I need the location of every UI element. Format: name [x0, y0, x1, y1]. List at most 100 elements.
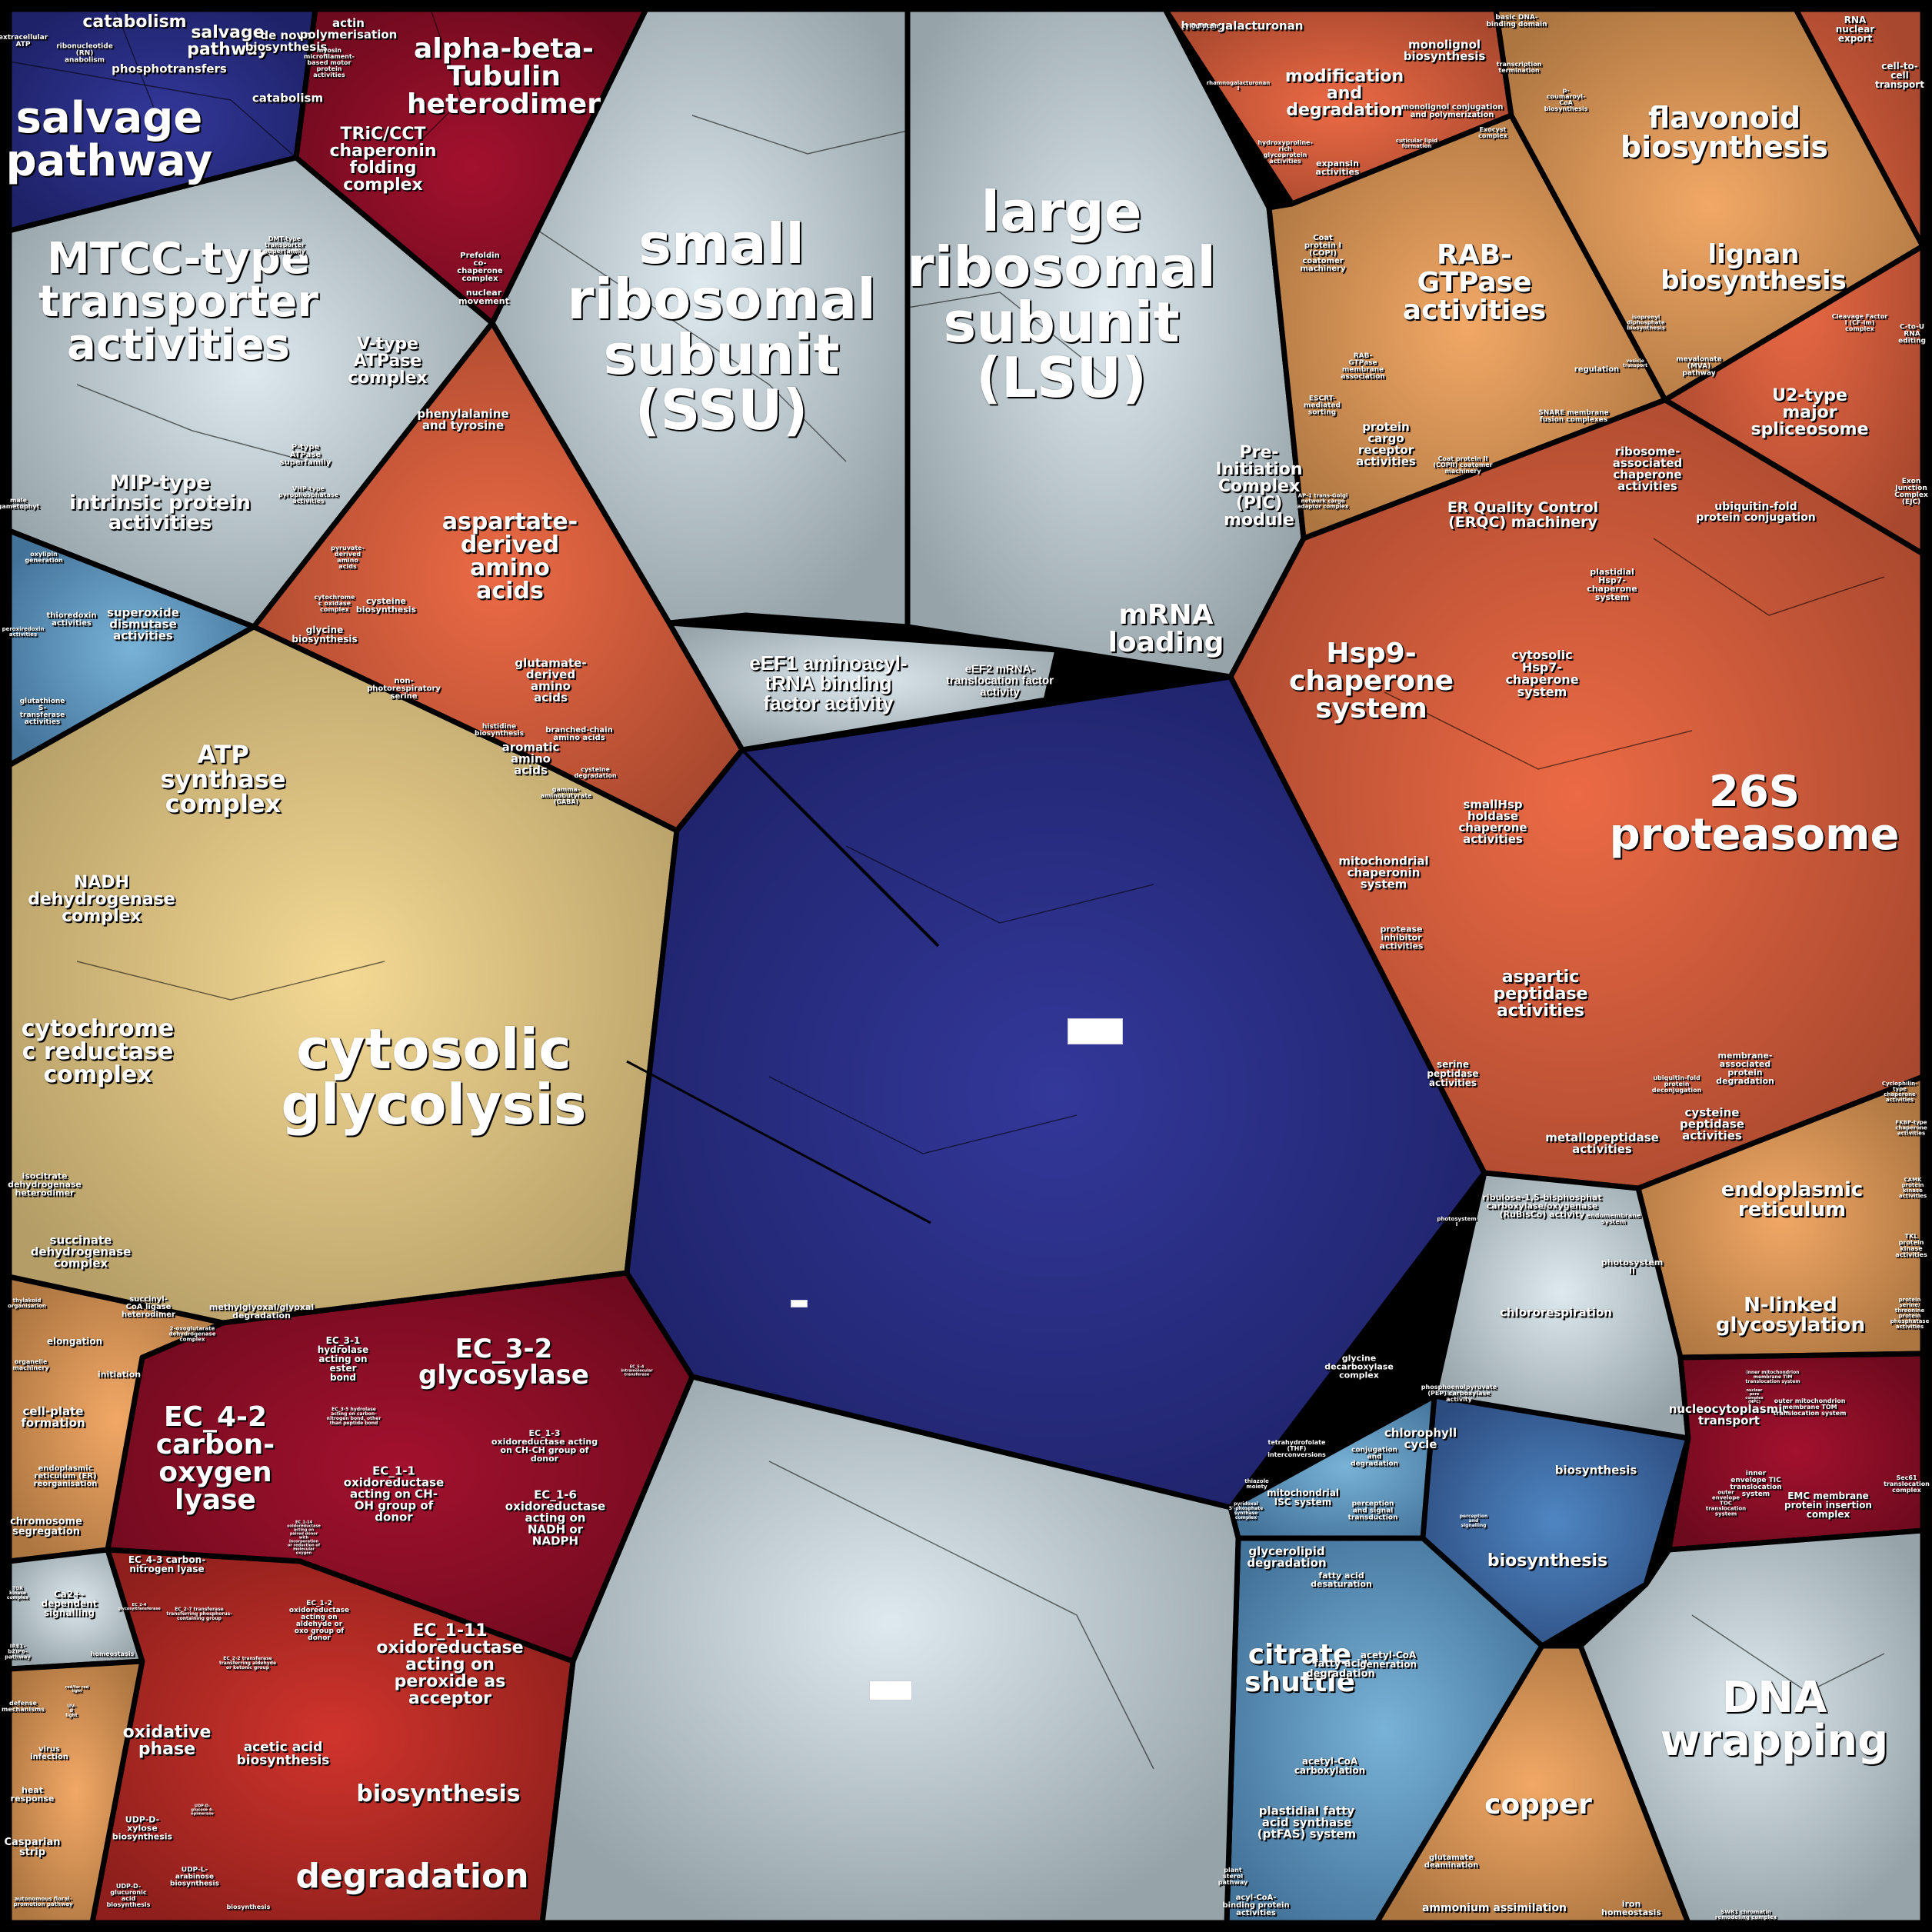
label-perception-signal: perception and signal transduction	[1347, 1500, 1398, 1522]
label-glycine-decarboxylase: glycine decarboxylase complex	[1324, 1353, 1394, 1381]
label-ub-deconjugation: ubiquitin-fold protein deconjugation	[1651, 1074, 1702, 1094]
label-biosynthesis-blue-big: biosynthesis	[1487, 1551, 1608, 1571]
label-ssu: small ribosomal subunit (SSU)	[567, 212, 876, 442]
label-histidine-biosynthesis: histidine biosynthesis	[475, 723, 524, 738]
label-cyclophilin: Cyclophilin-type chaperone activities	[1881, 1081, 1918, 1103]
label-nadh-dehydrogenase: NADH dehydrogenase complex	[28, 873, 175, 926]
label-thioredoxin: thioredoxin activities	[46, 611, 97, 628]
label-prefoldin: Prefoldin co- chaperone complex	[457, 251, 503, 283]
label-homogalacturonan: homogalacturonan	[1181, 18, 1304, 33]
label-ec-1-6: EC_1-6 oxidoreductase acting on NADH or …	[505, 1487, 606, 1548]
placeholder-label-not-assigned	[1068, 1018, 1123, 1044]
label-biosynthesis-red: biosynthesis	[356, 1780, 521, 1807]
region-phytohormone-action[interactable]	[1420, 1393, 1691, 1649]
label-ap1-complex: AP-1 trans-Golgi network cargo adaptor c…	[1297, 492, 1349, 510]
label-aromatic-amino-acids: aromatic amino acids	[501, 740, 560, 778]
label-rna-nuclear-export: RNA nuclear export	[1835, 15, 1875, 44]
label-isocitrate-dehydrogenase: isocitrate dehydrogenase heterodimer	[8, 1171, 82, 1198]
label-superoxide-dismutase: superoxide dismutase activities	[107, 605, 179, 643]
label-ec-1-14: EC_1-14 oxidoreductase acting on paired …	[287, 1520, 321, 1556]
label-escrt: ESCRT- mediated sorting	[1304, 395, 1341, 417]
label-pyridoxal: pyridoxal 5'-phosphate synthase complex	[1228, 1501, 1264, 1521]
label-casparian-strip: Casparian strip	[4, 1837, 61, 1858]
label-rab-gtpase: RAB- GTPase activities	[1402, 239, 1547, 326]
label-cytosolic-glycolysis: cytosolic glycolysis	[281, 1017, 587, 1137]
label-cysteine-biosynthesis: cysteine biosynthesis	[355, 596, 417, 615]
label-oxoglutarate: 2-oxoglutarate dehydrogenase complex	[168, 1325, 216, 1343]
label-tom: outer mitochondrion membrane TOM translo…	[1773, 1397, 1847, 1417]
label-cell-to-cell-transport: cell-to- cell transport	[1875, 61, 1924, 90]
label-acetic-acid-biosynthesis: acetic acid biosynthesis	[236, 1740, 330, 1768]
label-tor-kinase: TOR kinase complex	[6, 1586, 29, 1601]
label-vhp-pyrophosphatase: VHP-type pyrophosphatase activities	[278, 485, 339, 505]
label-26s-proteasome: 26S proteasome	[1609, 767, 1900, 860]
label-chlorophyll-cycle: chlorophyll cycle	[1384, 1426, 1457, 1451]
label-udp-glucuronic: UDP-D- glucuronic acid biosynthesis	[106, 1883, 151, 1908]
label-acetyl-coa-generation: acetyl-CoA generation	[1359, 1650, 1417, 1670]
label-exocyst: Exocyst complex	[1478, 126, 1507, 139]
label-cysteine-degradation: cysteine degradation	[574, 766, 617, 779]
label-mito-chaperonin: mitochondrial chaperonin system	[1338, 854, 1429, 891]
label-myosin: myosin microfilament- based motor protei…	[304, 47, 355, 78]
label-cytochrome-c-reductase: cytochrome c reductase complex	[21, 1015, 175, 1088]
label-rab-membrane: RAB- GTPase membrane association	[1341, 352, 1385, 381]
label-eef1: eEF1 aminoacyl- tRNA binding factor acti…	[749, 651, 908, 715]
label-male-gametophyte: male gametophyt	[0, 497, 40, 510]
region-carbohydrate-metabolism[interactable]	[89, 1547, 576, 1926]
label-vesicle-transport: vesicle transport	[1623, 358, 1647, 368]
label-v-type-atpase: V-type ATPase complex	[348, 335, 428, 388]
label-monolignol-biosynthesis: monolignol biosynthesis	[1403, 38, 1486, 63]
label-ec-3-1: EC_3-1 hydrolase acting on ester bond	[317, 1335, 369, 1383]
label-fatty-acid-desaturation: fatty acid desaturation	[1311, 1571, 1372, 1589]
label-c-to-u-editing: C-to-U RNA editing	[1898, 323, 1926, 345]
label-fkbp: FKBP-type chaperone activities	[1895, 1119, 1927, 1137]
label-emc-complex: EMC membrane protein insertion complex	[1784, 1491, 1872, 1520]
label-npc: nuclear pore complex (NPC)	[1745, 1388, 1764, 1404]
label-coumaroyl-coa: p- coumaroyl- CoA biosynthesis	[1544, 87, 1588, 112]
label-pyruvate-derived: pyruvate- derived amino acids	[331, 545, 365, 570]
label-copi: Coat protein I (COPI) coatomer machinery	[1300, 234, 1346, 273]
label-glutamate-derived: glutamate- derived amino acids	[515, 656, 587, 705]
label-degradation-red: degradation	[295, 1857, 529, 1896]
label-cuticular-lipid: cuticular lipid formation	[1395, 138, 1438, 149]
label-aspartate-derived: aspartate- derived amino acids	[441, 508, 578, 605]
label-salvage-pathway-small: salvage pathway	[187, 23, 268, 59]
label-oxidative-phase: oxidative phase	[122, 1723, 212, 1759]
label-copii: Coat protein II (COPII) coatomer machine…	[1433, 455, 1493, 475]
label-ire1-pathway: IRE1- bZIP6- pathway	[5, 1643, 31, 1661]
label-camk: CAMK protein kinase activities	[1898, 1177, 1927, 1199]
label-ca2-signalling: Ca2+- dependent signalling	[41, 1589, 98, 1618]
label-ec-1-1: EC_1-1 oxidoreductase acting on CH- OH g…	[343, 1464, 445, 1524]
label-endomembrane-system: endomembrane system	[1586, 1212, 1641, 1225]
label-ec-4-2: EC_4-2 carbon- oxygen lyase	[155, 1401, 275, 1516]
label-cleavage-factor: Cleavage Factor I (CF-Im) complex	[1831, 313, 1888, 332]
label-salvage-pathway: salvage pathway	[5, 93, 213, 186]
region-chromatin-organisation[interactable]	[1577, 1527, 1926, 1926]
label-nuclear-movement: nuclear movement	[458, 288, 509, 306]
label-organelle-machinery: organelle machinery	[12, 1358, 49, 1371]
label-cytosolic-hsp7: cytosolic Hsp7- chaperone system	[1505, 648, 1579, 699]
label-thiazole: thiazole moiety	[1244, 1478, 1269, 1490]
label-thf: tetrahydrofolate (THF) interconversions	[1267, 1439, 1326, 1458]
label-metallopeptidase: metallopeptidase activities	[1545, 1131, 1659, 1156]
label-endoplasmic-reticulum: endoplasmic reticulum	[1720, 1178, 1864, 1221]
label-initiation: initiation	[97, 1369, 142, 1380]
label-protein-phosphatase: protein serine/ threonine protein phosph…	[1890, 1297, 1930, 1330]
label-chromosome-segregation: chromosome segregation	[10, 1516, 82, 1537]
label-erqc: ER Quality Control (ERQC) machinery	[1447, 499, 1599, 531]
label-heat-response: heat response	[10, 1785, 55, 1804]
label-acyl-coa-binding: acyl-CoA- binding protein activities	[1222, 1894, 1290, 1917]
label-cell-plate-formation: cell-plate formation	[21, 1404, 85, 1430]
label-ec-2-2: EC_2-2 transferase transferring aldehyde…	[218, 1656, 277, 1671]
label-autonomous-floral: autonomous floral- promotion pathway	[13, 1896, 73, 1907]
label-oxylipin: oxylipin generation	[25, 551, 63, 564]
label-gaba: gamma- aminobutyrate (GABA)	[540, 786, 592, 805]
label-transcription-termination: transcription termination	[1496, 61, 1542, 74]
label-phosphotransfers: phosphotransfers	[112, 62, 227, 76]
region-cell-cycle[interactable]	[6, 1274, 226, 1564]
label-succinyl-coa-ligase: succinyl- CoA ligase heterodimer	[122, 1295, 175, 1319]
divider-line	[626, 1060, 931, 1224]
label-ec-3-5: EC_3-5 hydrolase acting on carbon- nitro…	[326, 1407, 381, 1426]
label-glycine-biosynthesis: glycine biosynthesis	[291, 625, 358, 645]
label-hsp9-chaperone: Hsp9- chaperone system	[1289, 638, 1454, 724]
